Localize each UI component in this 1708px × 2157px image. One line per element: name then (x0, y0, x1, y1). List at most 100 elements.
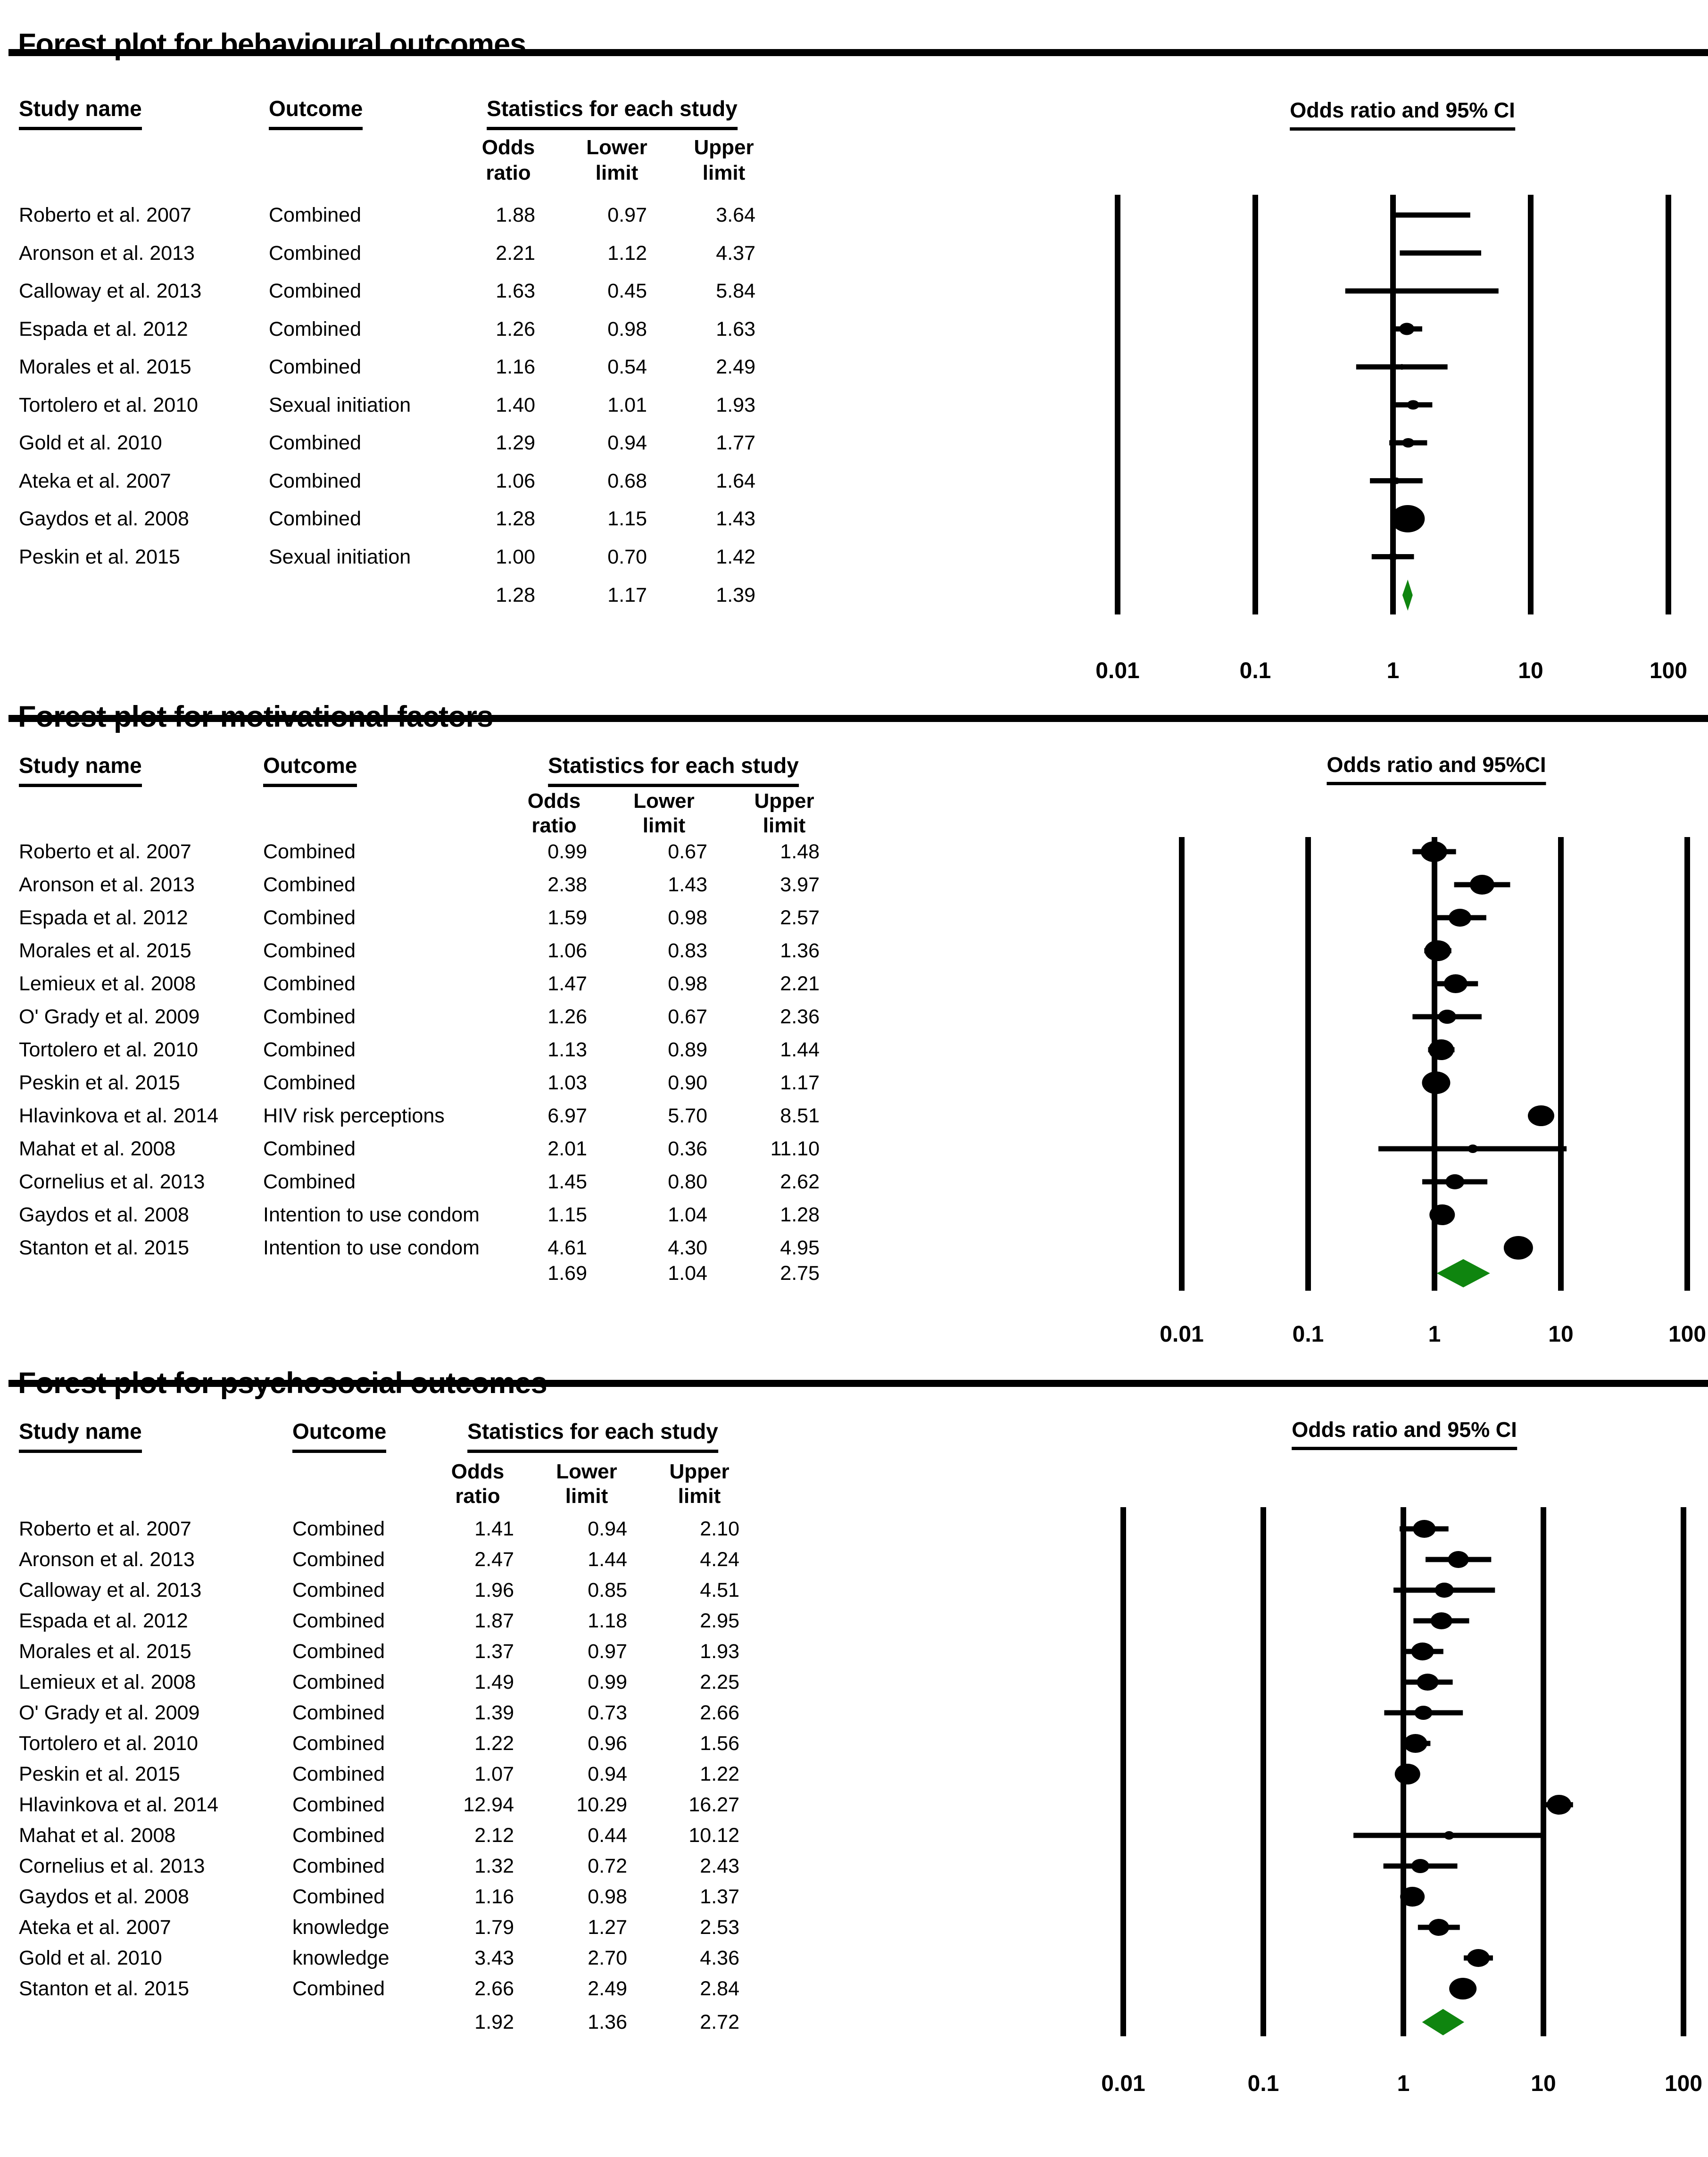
outcome-cell: Combined (263, 873, 356, 896)
study-name-cell: Gold et al. 2010 (19, 431, 162, 454)
study-name-cell: Hlavinkova et al. 2014 (19, 1793, 219, 1816)
or-marker (1394, 1764, 1420, 1784)
or-marker (1438, 1010, 1456, 1024)
lower-limit-cell: 0.80 (668, 1170, 707, 1193)
study-name-cell: Mahat et al. 2008 (19, 1824, 176, 1847)
upper-limit-cell: 1.42 (716, 545, 755, 568)
axis-tick-label: 100 (1668, 1322, 1706, 1347)
or-marker (1445, 1174, 1465, 1189)
summary-odds-ratio-cell: 1.92 (474, 2011, 514, 2033)
outcome-cell: Combined (292, 1671, 385, 1693)
odds-ratio-cell: 2.38 (547, 873, 587, 896)
outcome-cell: Combined (263, 1005, 356, 1028)
or-marker (1468, 1145, 1478, 1153)
study-name-cell: Peskin et al. 2015 (19, 1763, 180, 1785)
or-marker (1449, 1978, 1477, 1999)
forest-plot-svg: 0.01 0.1 1 10 100 (1095, 195, 1687, 683)
table-row: Calloway et al. 2013 Combined 1.96 0.85 4.51 (0, 1573, 849, 1607)
study-name-cell: Roberto et al. 2007 (19, 204, 191, 226)
or-marker (1547, 1795, 1572, 1815)
study-name-cell: Aronson et al. 2013 (19, 873, 195, 896)
odds-ratio-cell: 1.79 (474, 1916, 514, 1939)
upper-limit-cell: 11.10 (770, 1137, 820, 1160)
upper-limit-cell: 5.84 (716, 280, 755, 302)
subheader-lower-2: limit (642, 814, 686, 837)
odds-ratio-cell: 1.47 (547, 972, 587, 995)
column-header-study: Study name (19, 753, 142, 787)
study-name-cell: Tortolero et al. 2010 (19, 1038, 199, 1061)
outcome-cell: Combined (292, 1518, 385, 1540)
lower-limit-cell: 2.49 (588, 1977, 627, 2000)
odds-ratio-cell: 1.96 (474, 1579, 514, 1601)
odds-ratio-cell: 1.29 (496, 431, 535, 454)
outcome-cell: Sexual initiation (269, 393, 411, 416)
upper-limit-cell: 16.27 (688, 1793, 739, 1816)
or-marker (1527, 1105, 1554, 1126)
odds-ratio-cell: 12.94 (463, 1793, 514, 1816)
outcome-cell: Sexual initiation (269, 545, 411, 568)
axis-tick-label: 100 (1665, 2071, 1702, 2096)
plot-title: Odds ratio and 95% CI (1292, 1418, 1517, 1450)
outcome-cell: Combined (263, 1137, 356, 1160)
or-marker (1411, 1859, 1429, 1873)
outcome-cell: Combined (269, 469, 361, 492)
study-name-cell: Gold et al. 2010 (19, 1947, 162, 1969)
lower-limit-cell: 0.98 (588, 1885, 627, 1908)
table-row: Roberto et al. 2007 Combined 1.41 0.94 2.10 (0, 1512, 849, 1546)
odds-ratio-cell: 1.45 (547, 1170, 587, 1193)
lower-limit-cell: 0.68 (607, 469, 647, 492)
outcome-cell: Combined (269, 204, 361, 226)
outcome-cell: Combined (292, 1793, 385, 1816)
or-marker (1438, 250, 1443, 256)
subheader-lower-1: Lower (586, 136, 647, 159)
table-row: Lemieux et al. 2008 Combined 1.47 0.98 2.21 (0, 967, 849, 1001)
table-row: Tortolero et al. 2010 Combined 1.22 0.96 1.5… (0, 1726, 849, 1760)
axis-tick-label: 10 (1518, 658, 1543, 683)
odds-ratio-cell: 0.99 (547, 840, 587, 863)
table-row: Roberto et al. 2007 Combined 0.99 0.67 1.48 (0, 835, 849, 869)
lower-limit-cell: 0.90 (668, 1071, 707, 1094)
study-name-cell: Calloway et al. 2013 (19, 1579, 202, 1601)
lower-limit-cell: 1.44 (588, 1548, 627, 1571)
subheader-odds-2: ratio (455, 1485, 500, 1508)
lower-limit-cell: 1.01 (607, 393, 647, 416)
table-row: Morales et al. 2015 Combined 1.16 0.54 2.49 (0, 350, 849, 384)
upper-limit-cell: 4.95 (780, 1236, 820, 1259)
study-name-cell: Ateka et al. 2007 (19, 469, 171, 492)
outcome-cell: knowledge (292, 1916, 390, 1939)
upper-limit-cell: 1.43 (716, 507, 755, 530)
or-marker (1417, 1674, 1439, 1691)
odds-ratio-cell: 1.41 (474, 1518, 514, 1540)
outcome-cell: Combined (292, 1855, 385, 1877)
column-header-outcome: Outcome (269, 96, 363, 130)
odds-ratio-cell: 2.66 (474, 1977, 514, 2000)
or-marker (1393, 477, 1400, 484)
lower-limit-cell: 1.43 (668, 873, 707, 896)
or-marker (1430, 1612, 1452, 1629)
odds-ratio-cell: 1.00 (496, 545, 535, 568)
table-row: Stanton et al. 2015 Intention to use cond… (0, 1231, 849, 1265)
study-name-cell: O' Grady et al. 2009 (19, 1005, 200, 1028)
forest-plot-svg: 0.01 0.1 1 10 100 (1160, 837, 1706, 1347)
lower-limit-cell: 0.97 (607, 204, 647, 226)
summary-odds-ratio-cell: 1.28 (496, 584, 535, 606)
upper-limit-cell: 2.95 (700, 1609, 739, 1632)
outcome-cell: Combined (292, 1824, 385, 1847)
or-marker (1443, 1831, 1454, 1840)
study-name-cell: Tortolero et al. 2010 (19, 1732, 199, 1755)
column-header-study: Study name (19, 96, 142, 130)
study-name-cell: Tortolero et al. 2010 (19, 393, 199, 416)
axis-tick-label: 1 (1428, 1322, 1441, 1347)
odds-ratio-cell: 1.26 (496, 317, 535, 340)
table-row: Lemieux et al. 2008 Combined 1.49 0.99 2.25 (0, 1665, 849, 1699)
subheader-odds-2: ratio (486, 161, 531, 184)
outcome-cell: Combined (292, 1885, 385, 1908)
or-marker (1402, 438, 1415, 448)
lower-limit-cell: 0.96 (588, 1732, 627, 1755)
section-title: Forest plot for motivational factors (18, 700, 493, 734)
subheader-lower-2: limit (565, 1485, 608, 1508)
table-row: Calloway et al. 2013 Combined 1.63 0.45 5.84 (0, 274, 849, 308)
summary-row: 1.69 1.04 2.75 (0, 1256, 849, 1290)
table-row: Gold et al. 2010 Combined 1.29 0.94 1.77 (0, 426, 849, 460)
